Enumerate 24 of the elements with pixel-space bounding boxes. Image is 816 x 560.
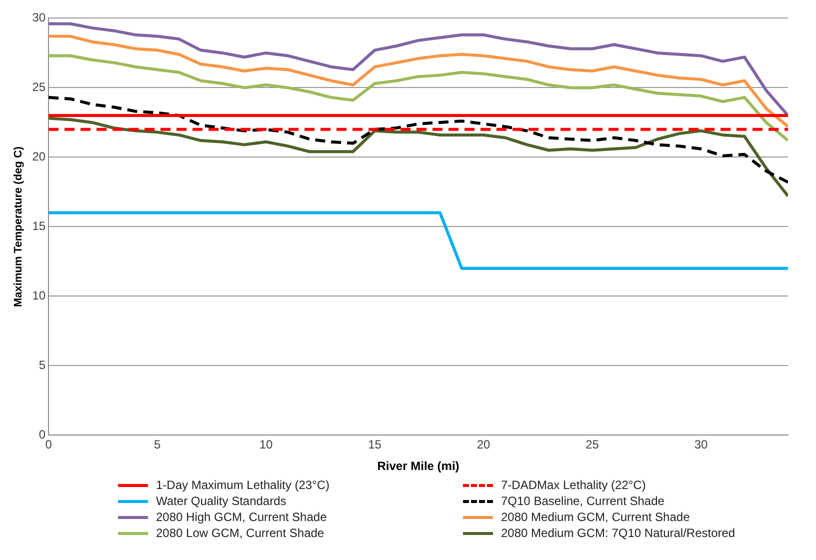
legend-label: 1-Day Maximum Lethality (23°C) [156,478,330,492]
x-tick-label: 25 [586,438,600,452]
line-series [48,96,788,184]
legend-label: 2080 Medium GCM: 7Q10 Natural/Restored [501,526,736,540]
y-tick-label: 15 [32,219,46,234]
x-tick-label: 20 [476,438,491,452]
legend-label: 2080 High GCM, Current Shade [156,510,327,524]
y-tick-label: 0 [38,428,46,442]
y-tick-label: 5 [38,358,46,372]
x-tick-label: 15 [368,438,382,452]
legend-label: Water Quality Standards [156,494,286,508]
legend-label: 2080 Low GCM, Current Shade [156,526,324,540]
y-tick-label: 25 [32,80,46,94]
x-axis-title: River Mile (mi) [377,459,460,474]
legend-label: 7-DADMax Lethality (22°C) [501,478,646,492]
x-tick-label: 10 [259,438,274,452]
y-tick-label: 10 [32,288,46,303]
x-tick-label: 5 [154,438,161,452]
legend-label: 2080 Medium GCM, Current Shade [501,510,690,524]
y-tick-label: 30 [32,10,46,25]
legend-label: 7Q10 Baseline, Current Shade [501,494,664,508]
y-tick-label: 20 [32,150,46,164]
x-tick-label: 30 [694,438,708,452]
y-axis-title: Maximum Temperature (deg C) [12,146,25,307]
